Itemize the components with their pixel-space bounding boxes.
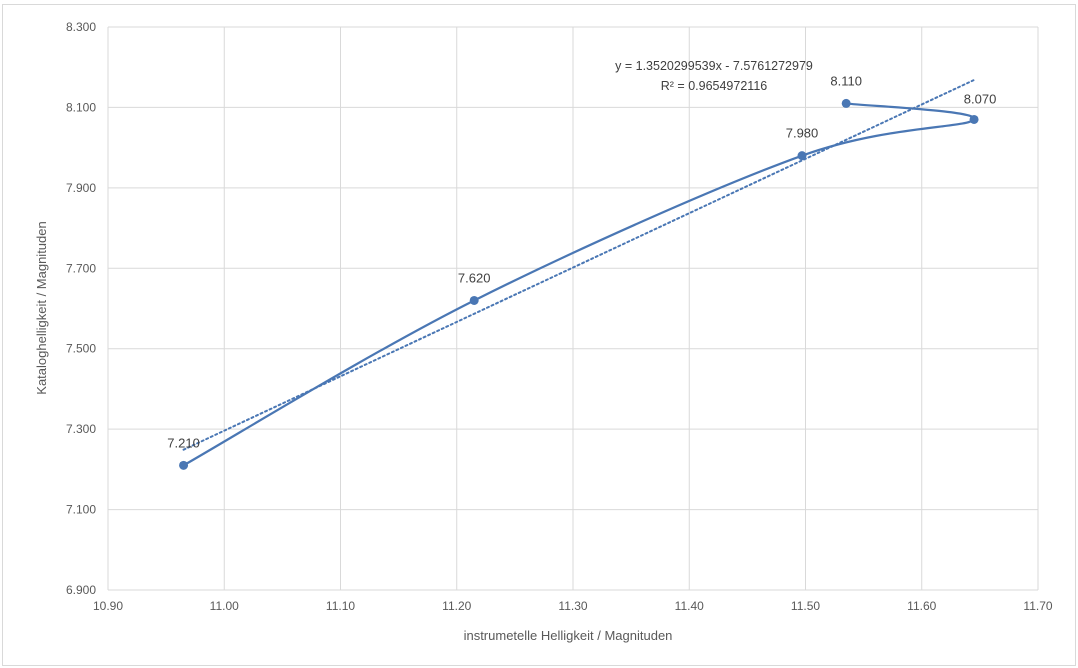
data-point	[797, 151, 807, 161]
y-axis-title: Kataloghelligkeit / Magnituden	[34, 221, 49, 394]
data-point	[179, 460, 189, 470]
x-tick-label: 11.20	[442, 599, 471, 613]
trendline-equation: y = 1.3520299539x - 7.5761272979	[615, 59, 813, 73]
y-tick-label: 8.100	[66, 100, 96, 114]
x-tick-label: 11.60	[907, 599, 936, 613]
grid-layer	[107, 26, 1039, 591]
y-tick-label: 8.300	[66, 20, 96, 34]
data-label-layer: 7.210 7.620 7.980 8.070 8.110	[167, 73, 996, 450]
data-label: 7.980	[786, 126, 819, 141]
y-tick-label: 7.100	[66, 503, 96, 517]
x-tick-label: 11.10	[326, 599, 355, 613]
data-point	[841, 98, 851, 108]
x-tick-label: 10.90	[93, 599, 123, 613]
y-tick-label: 7.300	[66, 422, 96, 436]
tick-label-layer: 10.90 11.00 11.10 11.20 11.30 11.40 11.50 11.60…	[66, 20, 1053, 613]
trendline-r-squared: R² = 0.9654972116	[661, 79, 767, 93]
x-tick-label: 11.30	[558, 599, 587, 613]
data-label: 7.210	[167, 435, 200, 450]
data-label: 8.070	[964, 91, 997, 106]
x-tick-label: 11.70	[1023, 599, 1052, 613]
trendline-layer	[182, 78, 976, 451]
series-layer	[179, 98, 979, 470]
x-tick-label: 11.40	[675, 599, 704, 613]
data-point	[969, 114, 979, 124]
trendline	[182, 78, 976, 451]
series-line	[183, 102, 976, 467]
x-tick-label: 11.00	[210, 599, 239, 613]
x-tick-label: 11.50	[791, 599, 820, 613]
data-label: 8.110	[830, 73, 862, 88]
chart-frame	[2, 4, 1076, 666]
y-tick-label: 6.900	[66, 583, 96, 597]
y-tick-label: 7.700	[66, 261, 96, 275]
y-tick-label: 7.500	[66, 342, 96, 356]
data-point	[469, 295, 479, 305]
x-axis-title: instrumetelle Helligkeit / Magnituden	[464, 628, 673, 643]
data-label: 7.620	[458, 270, 491, 285]
y-tick-label: 7.900	[66, 181, 96, 195]
